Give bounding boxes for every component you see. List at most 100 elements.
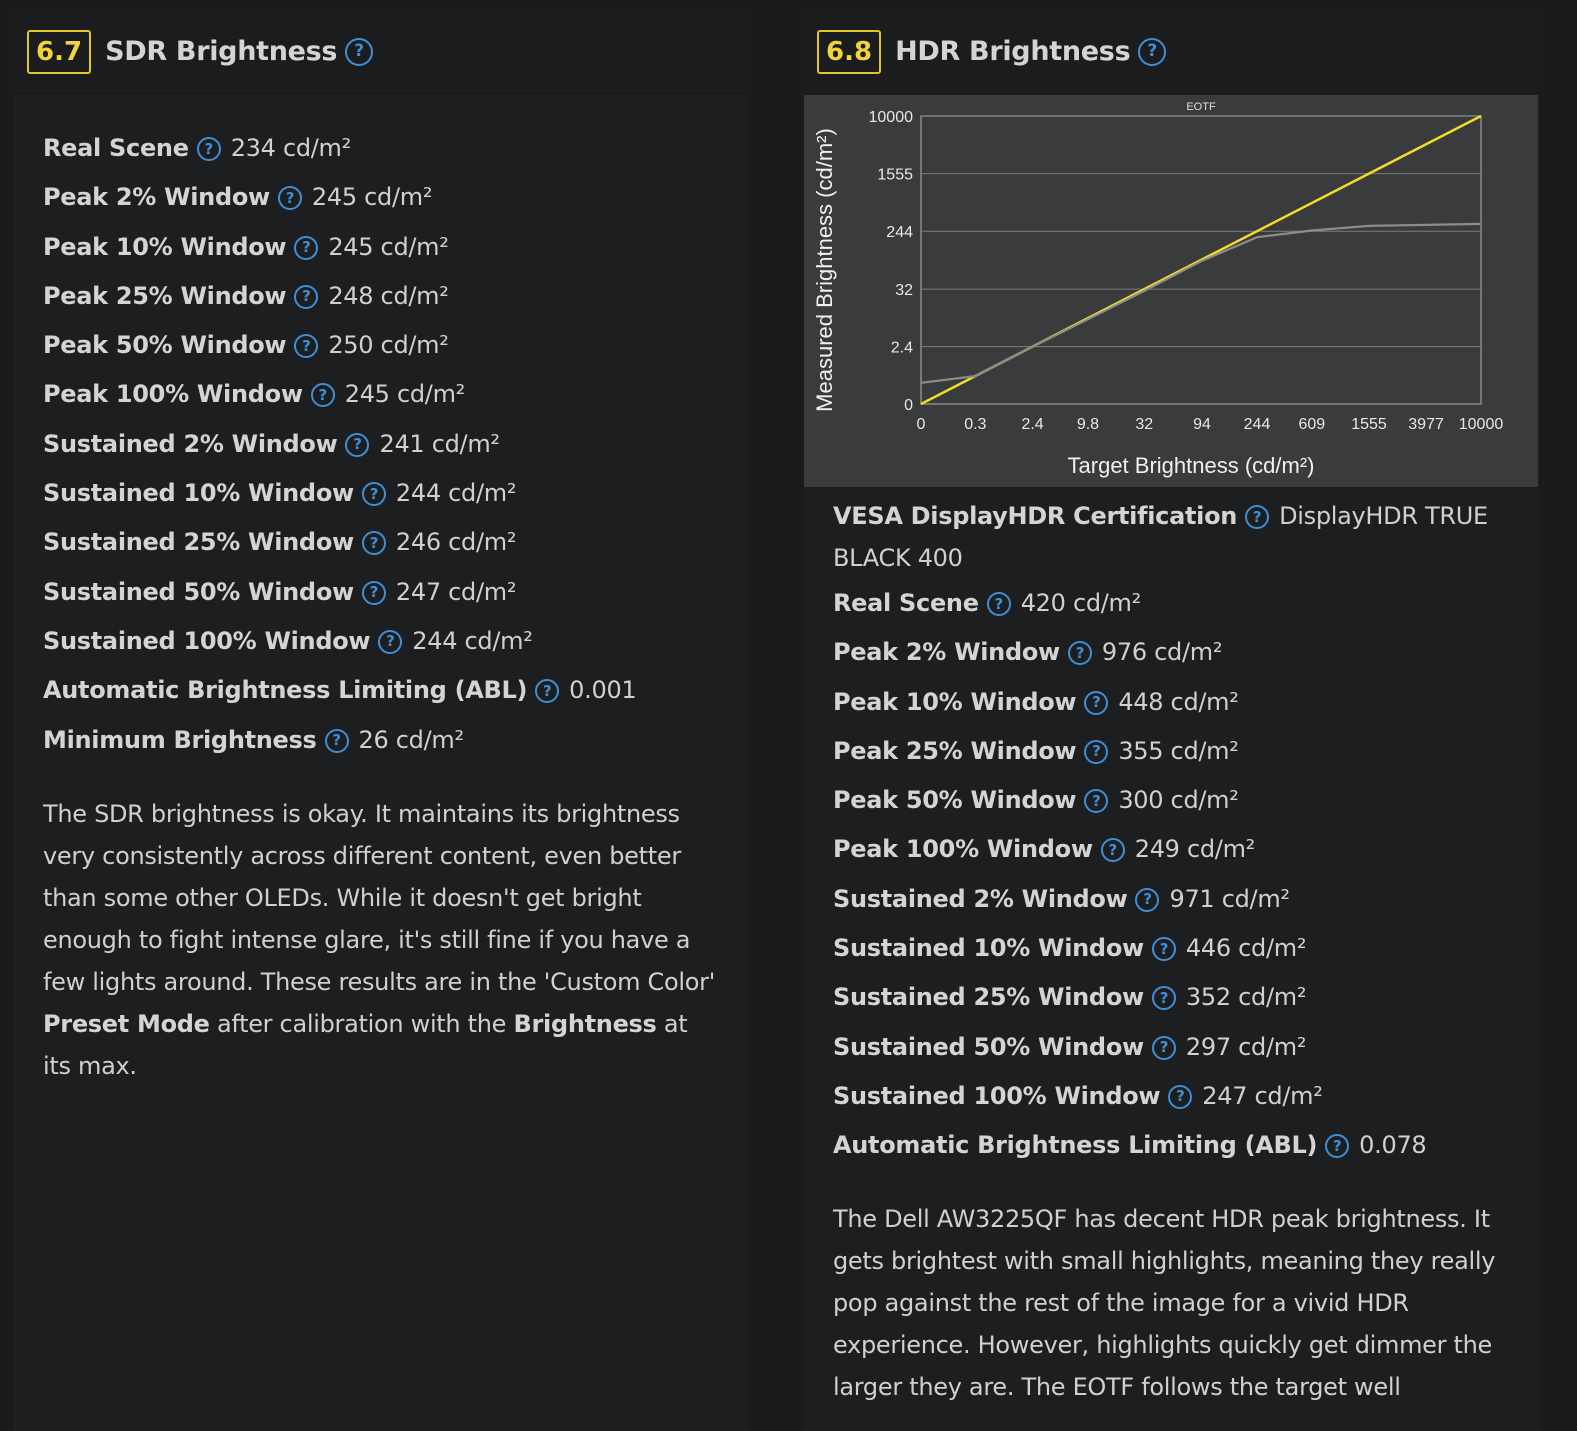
metric-row: Sustained 50% Window? 297 cd/m² — [833, 1023, 1523, 1072]
x-tick-label: 0 — [917, 416, 926, 433]
question-circle-icon[interactable]: ? — [1151, 937, 1176, 962]
metric-value: 420 cd/m² — [1020, 589, 1142, 617]
measured-series-line — [920, 222, 1482, 384]
preset-mode-term: Preset Mode — [43, 1009, 210, 1038]
metric-value: 300 cd/m² — [1118, 786, 1239, 815]
eotf-chart: 0 2.4 32 244 1555 10000 0 0.3 2.4 9.8 32 94 244 609 15… — [804, 95, 1538, 487]
metric-label: Sustained 25% Window — [833, 983, 1144, 1012]
sdr-section-title[interactable]: SDR Brightness — [105, 36, 338, 67]
brightness-term: Brightness — [513, 1009, 657, 1038]
metric-row: Peak 100% Window? 249 cd/m² — [833, 825, 1523, 874]
metric-label: Sustained 50% Window — [43, 577, 354, 606]
metric-row: Sustained 100% Window? 244 cd/m² — [43, 617, 749, 666]
question-circle-icon[interactable]: ? — [1067, 641, 1092, 666]
metric-value: 245 cd/m² — [328, 232, 449, 261]
metric-row: Peak 2% Window? 976 cd/m² — [833, 628, 1523, 677]
x-axis-label: Target Brightness (cd/m²) — [1068, 453, 1315, 478]
question-circle-icon[interactable]: ? — [535, 679, 560, 704]
question-circle-icon[interactable]: ? — [1151, 1035, 1176, 1060]
metric-label: Sustained 25% Window — [43, 528, 354, 557]
metric-value: 247 cd/m² — [395, 577, 517, 606]
y-tick-label: 1555 — [877, 167, 913, 184]
hdr-score-badge: 6.8 — [817, 29, 882, 74]
metric-label: Peak 25% Window — [43, 281, 287, 310]
question-circle-icon[interactable]: ? — [1100, 838, 1125, 863]
y-axis-label: Measured Brightness (cd/m²) — [812, 128, 837, 412]
metric-label: Peak 2% Window — [43, 183, 270, 212]
y-tick-label: 244 — [886, 224, 913, 241]
x-tick-label: 0.3 — [964, 416, 986, 433]
metric-value: 0.078 — [1359, 1131, 1427, 1160]
x-tick-label: 9.8 — [1077, 416, 1099, 433]
metric-label: VESA DisplayHDR Certification — [833, 502, 1238, 530]
question-circle-icon[interactable]: ? — [361, 531, 386, 556]
question-circle-icon[interactable]: ? — [1084, 690, 1109, 715]
metric-label: Sustained 10% Window — [833, 934, 1144, 963]
question-circle-icon[interactable]: ? — [310, 383, 335, 408]
metric-row: Peak 10% Window? 245 cd/m² — [43, 223, 749, 272]
question-circle-icon[interactable]: ? — [1084, 789, 1109, 814]
eotf-chart-svg: 0 2.4 32 244 1555 10000 0 0.3 2.4 9.8 32 94 244 609 15… — [812, 101, 1503, 478]
metric-label: Peak 100% Window — [43, 380, 303, 409]
sdr-metrics-list: Real Scene? 234 cd/m² Peak 2% Window? 245 c… — [14, 94, 749, 765]
sdr-header: 6.7 SDR Brightness ? — [14, 10, 749, 94]
metric-row: Real Scene? 420 cd/m² — [833, 579, 1523, 628]
metric-row: Sustained 25% Window? 352 cd/m² — [833, 973, 1523, 1022]
question-circle-icon[interactable]: ? — [294, 334, 319, 359]
x-tick-label: 609 — [1298, 416, 1325, 433]
metric-value: 245 cd/m² — [311, 183, 433, 212]
metric-row: Peak 2% Window? 245 cd/m² — [43, 173, 749, 222]
metric-label: Sustained 100% Window — [43, 626, 371, 655]
sdr-desc-text: after calibration with the — [209, 1009, 514, 1038]
metric-label: Peak 10% Window — [833, 687, 1077, 716]
metric-value: 355 cd/m² — [1118, 736, 1239, 765]
metric-label: Peak 2% Window — [833, 638, 1060, 667]
question-circle-icon[interactable]: ? — [986, 592, 1011, 616]
question-circle-icon[interactable]: ? — [1151, 986, 1176, 1011]
metric-label: Automatic Brightness Limiting (ABL) — [833, 1131, 1318, 1160]
hdr-section-title[interactable]: HDR Brightness — [895, 36, 1131, 67]
question-circle-icon[interactable]: ? — [1168, 1084, 1193, 1109]
metric-value: 245 cd/m² — [344, 380, 466, 409]
question-circle-icon[interactable]: ? — [277, 186, 302, 211]
question-circle-icon[interactable]: ? — [345, 432, 370, 457]
question-circle-icon[interactable]: ? — [324, 728, 349, 753]
metric-label: Sustained 10% Window — [43, 479, 354, 508]
metric-value: 0.001 — [569, 676, 637, 705]
question-circle-icon[interactable]: ? — [1138, 37, 1167, 66]
question-circle-icon[interactable]: ? — [345, 37, 374, 66]
metric-label: Peak 10% Window — [43, 232, 287, 261]
question-circle-icon[interactable]: ? — [294, 235, 319, 260]
hdr-metrics-list: VESA DisplayHDR Certification? DisplayHDR… — [833, 495, 1523, 1171]
metric-row: Minimum Brightness? 26 cd/m² — [43, 716, 749, 765]
question-circle-icon[interactable]: ? — [1084, 739, 1109, 764]
metric-label: Sustained 100% Window — [833, 1081, 1161, 1110]
metric-label: Sustained 50% Window — [833, 1032, 1144, 1061]
metric-label: Peak 25% Window — [833, 736, 1077, 765]
certification-row: VESA DisplayHDR Certification? DisplayHDR… — [833, 495, 1523, 579]
chart-title: EOTF — [1186, 101, 1216, 113]
question-circle-icon[interactable]: ? — [361, 580, 386, 605]
metric-value: 249 cd/m² — [1134, 835, 1256, 864]
metric-value: 244 cd/m² — [412, 626, 533, 655]
question-circle-icon[interactable]: ? — [1245, 505, 1270, 529]
metric-value: 248 cd/m² — [328, 281, 449, 310]
metric-value: 976 cd/m² — [1101, 638, 1223, 667]
metric-row: Automatic Brightness Limiting (ABL)? 0.00… — [43, 666, 749, 715]
metric-value: DisplayHDR TRUE BLACK 400 — [833, 502, 1488, 572]
metric-value: 244 cd/m² — [395, 479, 517, 508]
sdr-description: The SDR brightness is okay. It maintains… — [14, 765, 749, 1087]
metric-value: 26 cd/m² — [358, 725, 465, 754]
question-circle-icon[interactable]: ? — [361, 482, 386, 507]
metric-row: Peak 50% Window? 300 cd/m² — [833, 776, 1523, 825]
x-tick-label: 94 — [1193, 416, 1211, 433]
question-circle-icon[interactable]: ? — [378, 629, 403, 654]
question-circle-icon[interactable]: ? — [196, 137, 221, 161]
sdr-score-badge: 6.7 — [27, 29, 92, 74]
metric-row: Real Scene? 234 cd/m² — [43, 124, 749, 173]
question-circle-icon[interactable]: ? — [1135, 887, 1160, 912]
question-circle-icon[interactable]: ? — [1325, 1134, 1350, 1159]
metric-label: Sustained 2% Window — [43, 429, 338, 458]
metric-value: 234 cd/m² — [230, 134, 352, 162]
question-circle-icon[interactable]: ? — [294, 284, 319, 309]
